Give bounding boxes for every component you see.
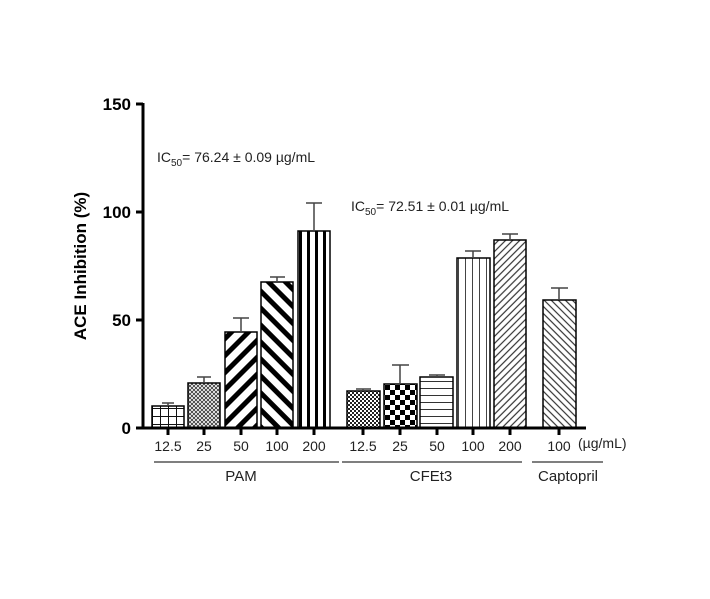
svg-text:IC50= 76.24 ± 0.09 µg/mL: IC50= 76.24 ± 0.09 µg/mL [157, 149, 315, 169]
x-tick-cfet3-100: 100 [461, 438, 485, 454]
series-captopril [542, 299, 577, 429]
bar-cfet3-200 [493, 239, 527, 429]
x-tick-pam-25: 25 [196, 438, 212, 454]
series-pam [151, 230, 331, 429]
y-tick-50: 50 [112, 311, 131, 330]
error-bars-captopril [551, 287, 568, 300]
y-tick-150: 150 [103, 95, 131, 114]
y-tick-100: 100 [103, 203, 131, 222]
x-tick-pam-12.5: 12.5 [154, 438, 181, 454]
x-tick-pam-50: 50 [233, 438, 249, 454]
y-axis: 150 100 50 0 ACE Inhibition (%) [71, 95, 145, 438]
group-label-cfet3: CFEt3 [410, 468, 453, 485]
bar-pam-50 [224, 331, 258, 429]
error-bars-pam [162, 202, 322, 406]
bar-captopril-100 [542, 299, 577, 429]
bar-cfet3-50 [419, 376, 454, 429]
x-tick-cfet3-25: 25 [392, 438, 408, 454]
error-bars-cfet3 [356, 233, 518, 391]
bar-pam-200 [297, 230, 331, 429]
x-axis: 12.5 25 50 100 200 12.5 25 50 100 200 10… [142, 426, 627, 454]
bar-cfet3-25 [383, 383, 418, 429]
series-cfet3 [346, 239, 527, 429]
group-label-captopril: Captopril [538, 468, 598, 485]
x-unit-label: (µg/mL) [578, 435, 627, 451]
x-tick-pam-200: 200 [302, 438, 326, 454]
bar-pam-100 [260, 281, 294, 429]
group-label-pam: PAM [225, 468, 256, 485]
x-tick-pam-100: 100 [265, 438, 289, 454]
bar-pam-25 [187, 382, 221, 429]
ic50-annotation-cfet3: IC50= 72.51 ± 0.01 µg/mL [351, 198, 509, 218]
bar-cfet3-12.5 [346, 390, 381, 429]
x-tick-cfet3-50: 50 [429, 438, 445, 454]
y-tick-0: 0 [122, 419, 131, 438]
x-tick-cfet3-200: 200 [498, 438, 522, 454]
x-tick-cfet3-12.5: 12.5 [349, 438, 376, 454]
bar-cfet3-100 [456, 257, 491, 429]
y-axis-label: ACE Inhibition (%) [71, 192, 90, 340]
bar-pam-12.5 [151, 405, 185, 429]
ic50-annotation-pam: IC50= 76.24 ± 0.09 µg/mL [157, 149, 315, 169]
x-tick-captopril-100: 100 [547, 438, 571, 454]
svg-text:IC50= 72.51 ± 0.01 µg/mL: IC50= 72.51 ± 0.01 µg/mL [351, 198, 509, 218]
group-labels: PAM CFEt3 Captopril [154, 461, 603, 485]
